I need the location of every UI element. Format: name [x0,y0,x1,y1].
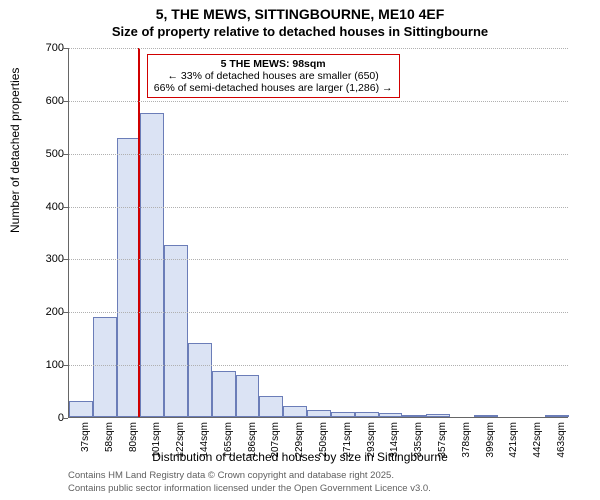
y-tick-mark [63,312,68,313]
histogram-bar [474,415,498,417]
y-tick-label: 600 [24,95,64,107]
histogram-bar [188,343,212,417]
footer-line2: Contains public sector information licen… [68,483,568,494]
annotation-box: 5 THE MEWS: 98sqm ← 33% of detached hous… [147,54,400,98]
histogram-bar [283,406,307,417]
gridline [69,207,568,208]
x-tick-label: 165sqm [223,422,234,482]
x-tick-label: 37sqm [80,422,91,482]
histogram-bar [307,410,331,417]
histogram-bar [379,413,403,417]
y-tick-mark [63,48,68,49]
annotation-line2: ← 33% of detached houses are smaller (65… [154,70,393,82]
y-tick-label: 100 [24,359,64,371]
annotation-line1: 5 THE MEWS: 98sqm [154,58,393,70]
x-tick-label: 442sqm [532,422,543,482]
gridline [69,312,568,313]
y-tick-mark [63,101,68,102]
histogram-bar [236,375,260,417]
x-tick-label: 80sqm [128,422,139,482]
annotation-line3: 66% of semi-detached houses are larger (… [154,82,393,94]
x-tick-label: 186sqm [247,422,258,482]
histogram-bar [355,412,379,417]
gridline [69,365,568,366]
gridline [69,101,568,102]
y-axis-label: Number of detached properties [8,68,22,233]
histogram-bar [426,414,450,417]
chart-root: 5, THE MEWS, SITTINGBOURNE, ME10 4EF Siz… [0,0,600,500]
x-tick-label: 101sqm [151,422,162,482]
histogram-bar [164,245,188,417]
x-tick-label: 335sqm [413,422,424,482]
histogram-bar [402,415,426,417]
x-tick-label: 378sqm [461,422,472,482]
x-tick-label: 207sqm [270,422,281,482]
x-tick-label: 293sqm [366,422,377,482]
histogram-bar [259,396,283,417]
y-tick-label: 0 [24,412,64,424]
x-tick-label: 58sqm [104,422,115,482]
x-tick-label: 463sqm [556,422,567,482]
histogram-bar [93,317,117,417]
y-tick-mark [63,365,68,366]
x-tick-label: 271sqm [342,422,353,482]
histogram-bar [331,412,355,417]
histogram-bar [69,401,93,417]
x-tick-label: 314sqm [389,422,400,482]
y-tick-mark [63,259,68,260]
x-tick-label: 250sqm [318,422,329,482]
y-tick-label: 300 [24,253,64,265]
histogram-bar [545,415,569,417]
gridline [69,154,568,155]
y-tick-mark [63,154,68,155]
histogram-bar [212,371,236,418]
x-tick-label: 399sqm [485,422,496,482]
x-tick-label: 357sqm [437,422,448,482]
reference-marker-line [138,48,140,417]
y-tick-label: 200 [24,306,64,318]
chart-title-line1: 5, THE MEWS, SITTINGBOURNE, ME10 4EF [0,6,600,22]
x-tick-label: 421sqm [508,422,519,482]
gridline [69,259,568,260]
y-tick-mark [63,418,68,419]
histogram-bar [140,113,164,417]
y-tick-label: 500 [24,148,64,160]
x-tick-label: 229sqm [294,422,305,482]
chart-title-line2: Size of property relative to detached ho… [0,24,600,39]
gridline [69,48,568,49]
x-tick-label: 122sqm [175,422,186,482]
y-tick-label: 700 [24,42,64,54]
plot-area: 5 THE MEWS: 98sqm ← 33% of detached hous… [68,48,568,418]
x-tick-label: 144sqm [199,422,210,482]
y-tick-label: 400 [24,201,64,213]
y-tick-mark [63,207,68,208]
